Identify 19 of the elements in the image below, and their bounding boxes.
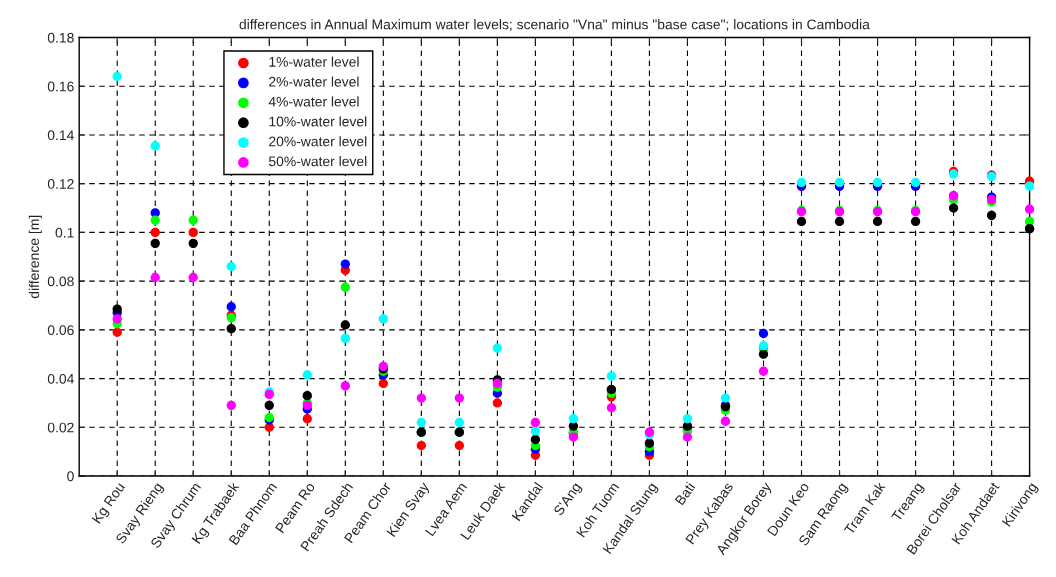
legend-label: 4%-water level	[268, 96, 359, 107]
y-tick-label: 0.06	[47, 325, 74, 336]
y-tick-label: 0.14	[47, 130, 74, 141]
y-axis-title: difference [m]	[28, 215, 42, 299]
y-tick-label: 0	[67, 471, 74, 482]
y-tick-label: 0.1	[55, 227, 74, 238]
x-tick-label: Bati	[674, 481, 696, 506]
y-tick-label: 0.12	[47, 179, 74, 189]
chart-title: differences in Annual Maximum water levels; scenario "Vna" minus "base case"; locations in Cambodia	[239, 19, 870, 31]
y-tick-label: 0.16	[47, 81, 74, 92]
y-tick-label: 0.04	[47, 373, 74, 384]
legend-label: 20%-water level	[269, 136, 367, 147]
legend-label: 50%-water level	[268, 156, 367, 167]
y-tick-label: 0.08	[47, 276, 74, 287]
y-tick-label: 0.02	[47, 422, 74, 433]
legend-label: 1%-water level	[269, 56, 359, 67]
y-tick-label: 0.18	[47, 32, 74, 43]
legend-label: 10%-water level	[269, 116, 367, 127]
legend-label: 2%-water level	[269, 76, 359, 87]
